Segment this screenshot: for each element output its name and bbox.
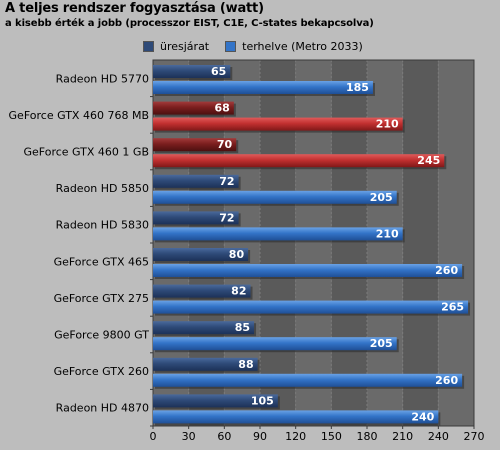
x-tick-label: 120 xyxy=(285,430,306,443)
data-label-idle: 85 xyxy=(235,321,250,334)
data-label-load: 260 xyxy=(435,374,458,387)
category-label: GeForce GTX 260 xyxy=(54,365,149,378)
plot-band xyxy=(331,60,367,426)
bar-load xyxy=(153,227,403,241)
x-tick-label: 210 xyxy=(392,430,413,443)
bar-idle xyxy=(153,284,251,298)
data-label-load: 210 xyxy=(376,227,399,240)
legend-label-idle: üresjárat xyxy=(160,40,210,53)
legend-swatch-idle xyxy=(143,41,154,52)
bar-idle xyxy=(153,321,255,335)
category-label: GeForce GTX 460 768 MB xyxy=(9,109,149,122)
data-label-idle: 80 xyxy=(229,248,245,261)
plot-band xyxy=(402,60,439,426)
data-label-load: 205 xyxy=(370,191,393,204)
category-label: GeForce 9800 GT xyxy=(54,329,149,342)
data-label-load: 205 xyxy=(370,337,393,350)
data-label-idle: 70 xyxy=(217,138,233,151)
x-tick-label: 30 xyxy=(182,430,196,443)
bar-idle xyxy=(153,211,239,225)
x-tick-label: 150 xyxy=(321,430,342,443)
bar-idle xyxy=(153,101,234,115)
plot-band xyxy=(295,60,332,426)
legend-item-idle: üresjárat xyxy=(143,40,209,53)
plot-band xyxy=(367,60,403,426)
category-label: GeForce GTX 460 1 GB xyxy=(24,146,150,159)
bar-idle xyxy=(153,174,239,188)
data-label-idle: 68 xyxy=(215,102,230,115)
category-label: Radeon HD 5770 xyxy=(56,72,149,85)
data-label-idle: 82 xyxy=(231,285,246,298)
bar-load xyxy=(153,373,463,387)
data-label-idle: 65 xyxy=(211,65,226,78)
x-tick-label: 270 xyxy=(464,430,485,443)
data-label-load: 245 xyxy=(417,154,440,167)
data-label-load: 185 xyxy=(346,81,369,94)
plot-band xyxy=(260,60,296,426)
data-label-idle: 72 xyxy=(219,211,234,224)
x-tick-label: 0 xyxy=(150,430,157,443)
legend-swatch-load xyxy=(225,41,237,52)
category-label: GeForce GTX 465 xyxy=(54,255,149,268)
bar-idle xyxy=(153,394,278,408)
chart-legend: üresjárat terhelve (Metro 2033) xyxy=(143,40,379,53)
bar-idle xyxy=(153,357,258,371)
bar-load xyxy=(153,337,397,351)
bar-load xyxy=(153,117,403,131)
category-label: Radeon HD 5830 xyxy=(56,219,149,232)
bar-load xyxy=(153,300,469,314)
data-label-load: 240 xyxy=(411,410,434,423)
bar-load xyxy=(153,190,397,204)
x-tick-label: 60 xyxy=(217,430,231,443)
x-tick-label: 240 xyxy=(428,430,449,443)
legend-item-load: terhelve (Metro 2033) xyxy=(225,40,363,53)
bar-load xyxy=(153,154,445,168)
data-label-load: 265 xyxy=(441,301,464,314)
bar-idle xyxy=(153,248,249,261)
bar-load xyxy=(153,410,439,424)
data-label-load: 210 xyxy=(376,118,399,131)
data-label-load: 260 xyxy=(435,264,458,277)
chart-subtitle: a kisebb érték a jobb (processzor EIST, … xyxy=(5,18,374,29)
category-label: Radeon HD 5850 xyxy=(56,182,149,195)
data-label-idle: 72 xyxy=(219,175,234,188)
chart-title: A teljes rendszer fogyasztása (watt) xyxy=(5,1,264,16)
x-tick-label: 90 xyxy=(253,430,267,443)
bar-idle xyxy=(153,138,237,152)
category-label: GeForce GTX 275 xyxy=(54,292,149,305)
bar-load xyxy=(153,81,373,94)
legend-label-load: terhelve (Metro 2033) xyxy=(242,40,363,53)
data-label-idle: 88 xyxy=(238,358,253,371)
data-label-idle: 105 xyxy=(251,394,274,407)
x-tick-label: 180 xyxy=(357,430,378,443)
plot-band xyxy=(438,60,474,426)
bar-load xyxy=(153,264,463,277)
category-label: Radeon HD 4870 xyxy=(56,402,149,415)
bar-idle xyxy=(153,65,231,78)
